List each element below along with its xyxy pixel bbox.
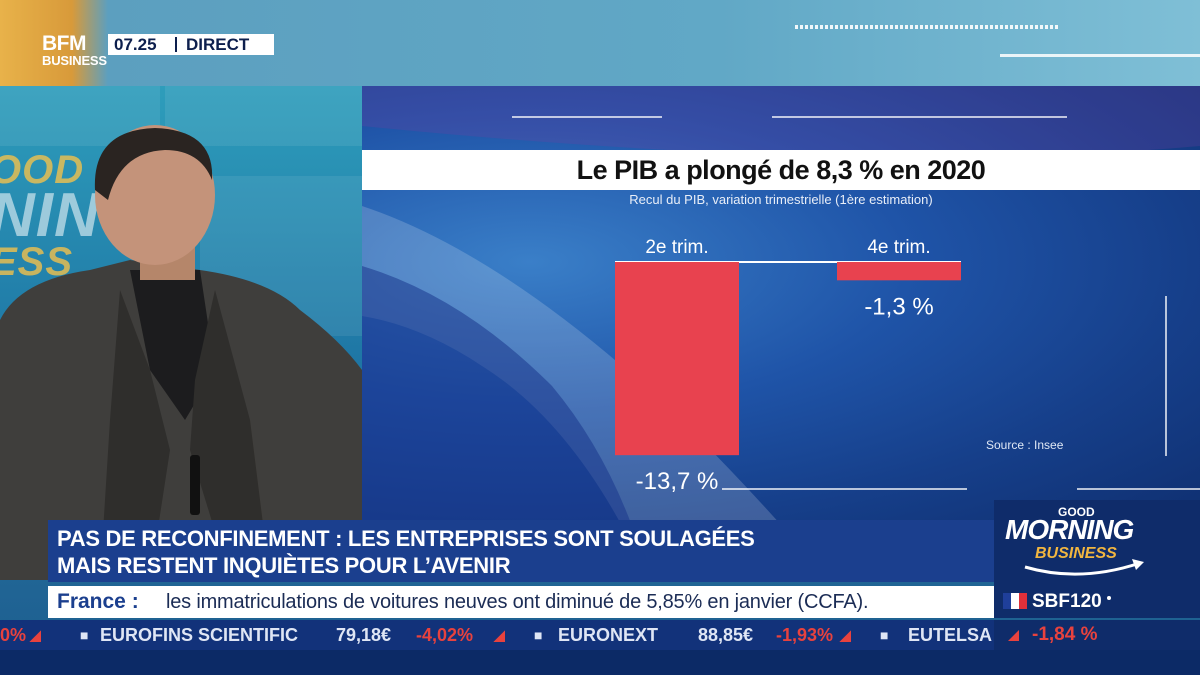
stock-ticker: 0% ◢ ■ EUROFINS SCIENTIFIC 79,18€ -4,02%… [0,620,994,650]
ticker-arrow-icon: ◢ [30,627,41,643]
chart-source: Source : Insee [986,438,1064,452]
chart-value-label: -13,7 % [636,468,719,495]
france-flag-icon [1003,593,1027,609]
decor-line [1165,296,1167,456]
decor-line [795,25,1060,29]
chart-category-label: 2e trim. [645,237,708,258]
chart-category-label: 4e trim. [867,237,930,258]
logo-subtext: BUSINESS [42,53,107,68]
gdp-bar-chart: 2e trim. -13,7 % 4e trim. -1,3 % [615,237,961,495]
flag-wave-top [362,86,1200,158]
wall-logo-line: ESS [0,240,74,284]
down-arrow-icon [1008,630,1019,641]
decor-line [1000,54,1200,57]
flag-stripe [1003,593,1011,609]
index-box [994,586,1200,618]
presenter-hair [94,128,213,200]
presenter-figure [0,125,362,580]
ticker-name: EURONEXT [558,625,659,645]
time-separator [175,37,177,52]
ticker-value: 79,18€ [336,625,392,645]
brand-swoosh-icon [1024,559,1144,576]
chart-bar [837,262,961,281]
index-change: -1,84 % [1032,624,1098,645]
presenter-vest [190,290,270,580]
chart-title: Le PIB a plongé de 8,3 % en 2020 [576,155,986,185]
logo-text: BFM [42,32,87,55]
index-name: SBF120 [1032,591,1102,612]
ticker-change: -4,02% [416,625,474,645]
ticker-separator: ■ [80,627,89,643]
index-change-box [994,620,1200,650]
info-label: France : [57,590,139,613]
presenter-mic [190,455,200,515]
bfm-business-logo: BFM BUSINESS [42,32,107,73]
presenter-jacket [0,260,362,580]
decor-line [772,116,1067,118]
presenter-vest [100,290,170,580]
ticker-change: -1,93% [776,625,834,645]
headline-box [48,520,994,582]
flag-stripe [1019,593,1027,609]
index-live-dot [1107,596,1111,600]
chart-panel: Le PIB a plongé de 8,3 % en 2020 Recul d… [362,86,1200,526]
info-text: les immatriculations de voitures neuves … [166,591,869,613]
show-brand-line3: BUSINESS [1035,545,1117,562]
chart-subtitle: Recul du PIB, variation trimestrielle (1… [629,192,933,207]
ticker-separator: ■ [534,627,543,643]
ticker-name: EUROFINS SCIENTIFIC [100,625,299,645]
wall-panel [165,86,362,146]
ticker-arrow-icon: ◢ [840,627,851,643]
decor-line [512,116,662,118]
ticker-arrow-icon: ◢ [494,627,505,643]
chart-value-label: -1,3 % [864,293,933,320]
ticker-separator: ■ [880,627,889,643]
chart-title-bar [362,150,1200,190]
flag-wave-blue [362,266,632,526]
show-brand-line1: GOOD [1058,505,1095,519]
presenter-shirt [130,270,215,420]
ticker-name: EUTELSA [908,625,993,645]
ticker-change: 0% [0,625,27,645]
chart-bar [615,262,739,456]
clock-time: 07.25 [114,35,157,54]
headline-line-1: PAS DE RECONFINEMENT : LES ENTREPRISES S… [57,526,755,551]
headline-line-2: MAIS RESTENT INQUIÈTES POUR L’AVENIR [57,553,511,578]
live-label: DIRECT [186,35,250,54]
time-badge: 07.25 DIRECT [108,34,274,55]
show-brand-line2: MORNING [1005,514,1134,545]
flag-stripe [1011,593,1019,609]
decor-line [1077,488,1200,490]
bottom-strip [0,650,1200,675]
info-bar [48,586,994,618]
ticker-value: 88,85€ [698,625,754,645]
decor-line [722,488,967,490]
wall-logo-line: OOD [0,148,85,192]
